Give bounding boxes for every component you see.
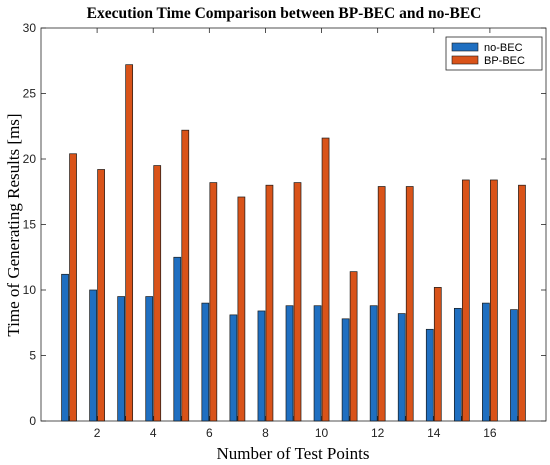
bar-no-BEC-4 bbox=[145, 296, 154, 422]
bar-BP-BEC-13 bbox=[405, 186, 414, 422]
plot-frame bbox=[40, 27, 547, 422]
chart-title: Execution Time Comparison between BP-BEC… bbox=[87, 5, 482, 22]
bar-no-BEC-2 bbox=[89, 289, 97, 422]
x-tick-label: 10 bbox=[315, 426, 329, 440]
x-tick-label: 2 bbox=[94, 426, 101, 440]
bar-BP-BEC-5 bbox=[181, 129, 190, 422]
legend-label-BP-BEC: BP-BEC bbox=[484, 55, 525, 67]
legend-box bbox=[445, 36, 543, 71]
bar-no-BEC-3 bbox=[117, 296, 126, 422]
bar-BP-BEC-6 bbox=[209, 182, 218, 422]
bar-BP-BEC-8 bbox=[265, 184, 274, 422]
bar-BP-BEC-16 bbox=[490, 179, 498, 422]
x-tick-label: 6 bbox=[206, 426, 213, 440]
x-tick-label: 14 bbox=[427, 426, 441, 440]
bar-BP-BEC-2 bbox=[97, 169, 105, 422]
y-tick-label: 10 bbox=[23, 283, 37, 297]
bar-no-BEC-14 bbox=[425, 328, 434, 422]
bar-no-BEC-13 bbox=[397, 313, 406, 422]
legend-swatch-BP-BEC bbox=[451, 55, 479, 65]
y-tick-label: 25 bbox=[23, 87, 37, 101]
y-tick-label: 0 bbox=[29, 414, 36, 428]
x-tick-label: 8 bbox=[262, 426, 269, 440]
bar-BP-BEC-11 bbox=[349, 271, 358, 422]
bar-BP-BEC-17 bbox=[518, 184, 526, 422]
bar-no-BEC-17 bbox=[510, 309, 518, 422]
y-tick-label: 15 bbox=[23, 218, 37, 232]
x-axis-label: Number of Test Points bbox=[217, 444, 370, 463]
plot-area: 0 5 10 15 20 25 30 2 4 6 8 10 12 14 16 bbox=[23, 21, 547, 440]
bar-BP-BEC-14 bbox=[433, 287, 442, 422]
bar-no-BEC-9 bbox=[285, 305, 294, 422]
x-tick-label: 4 bbox=[150, 426, 157, 440]
x-tick-label: 16 bbox=[483, 426, 497, 440]
bar-no-BEC-8 bbox=[257, 310, 266, 422]
legend-swatch-no-BEC bbox=[451, 42, 479, 52]
y-axis-label: Time of Generating Results [ms] bbox=[4, 113, 23, 336]
bar-no-BEC-7 bbox=[229, 314, 238, 422]
y-tick-label: 5 bbox=[29, 349, 36, 363]
bar-no-BEC-15 bbox=[453, 307, 462, 422]
bar-no-BEC-1 bbox=[61, 273, 69, 422]
bar-no-BEC-10 bbox=[313, 305, 322, 422]
bar-no-BEC-6 bbox=[201, 302, 210, 422]
bar-BP-BEC-10 bbox=[321, 137, 330, 422]
bar-BP-BEC-1 bbox=[69, 153, 77, 422]
bar-BP-BEC-9 bbox=[293, 182, 302, 422]
legend-label-no-BEC: no-BEC bbox=[484, 42, 523, 54]
bar-BP-BEC-12 bbox=[377, 186, 386, 422]
bar-no-BEC-11 bbox=[341, 318, 350, 422]
bar-BP-BEC-4 bbox=[153, 165, 162, 422]
bar-no-BEC-5 bbox=[173, 256, 182, 422]
bar-BP-BEC-3 bbox=[125, 64, 134, 422]
y-tick-label: 30 bbox=[23, 21, 37, 35]
y-tick-label: 20 bbox=[23, 152, 37, 166]
x-tick-label: 12 bbox=[371, 426, 385, 440]
bar-no-BEC-16 bbox=[482, 302, 490, 422]
bar-no-BEC-12 bbox=[369, 305, 378, 422]
bar-BP-BEC-15 bbox=[461, 179, 470, 422]
bar-BP-BEC-7 bbox=[237, 196, 246, 422]
